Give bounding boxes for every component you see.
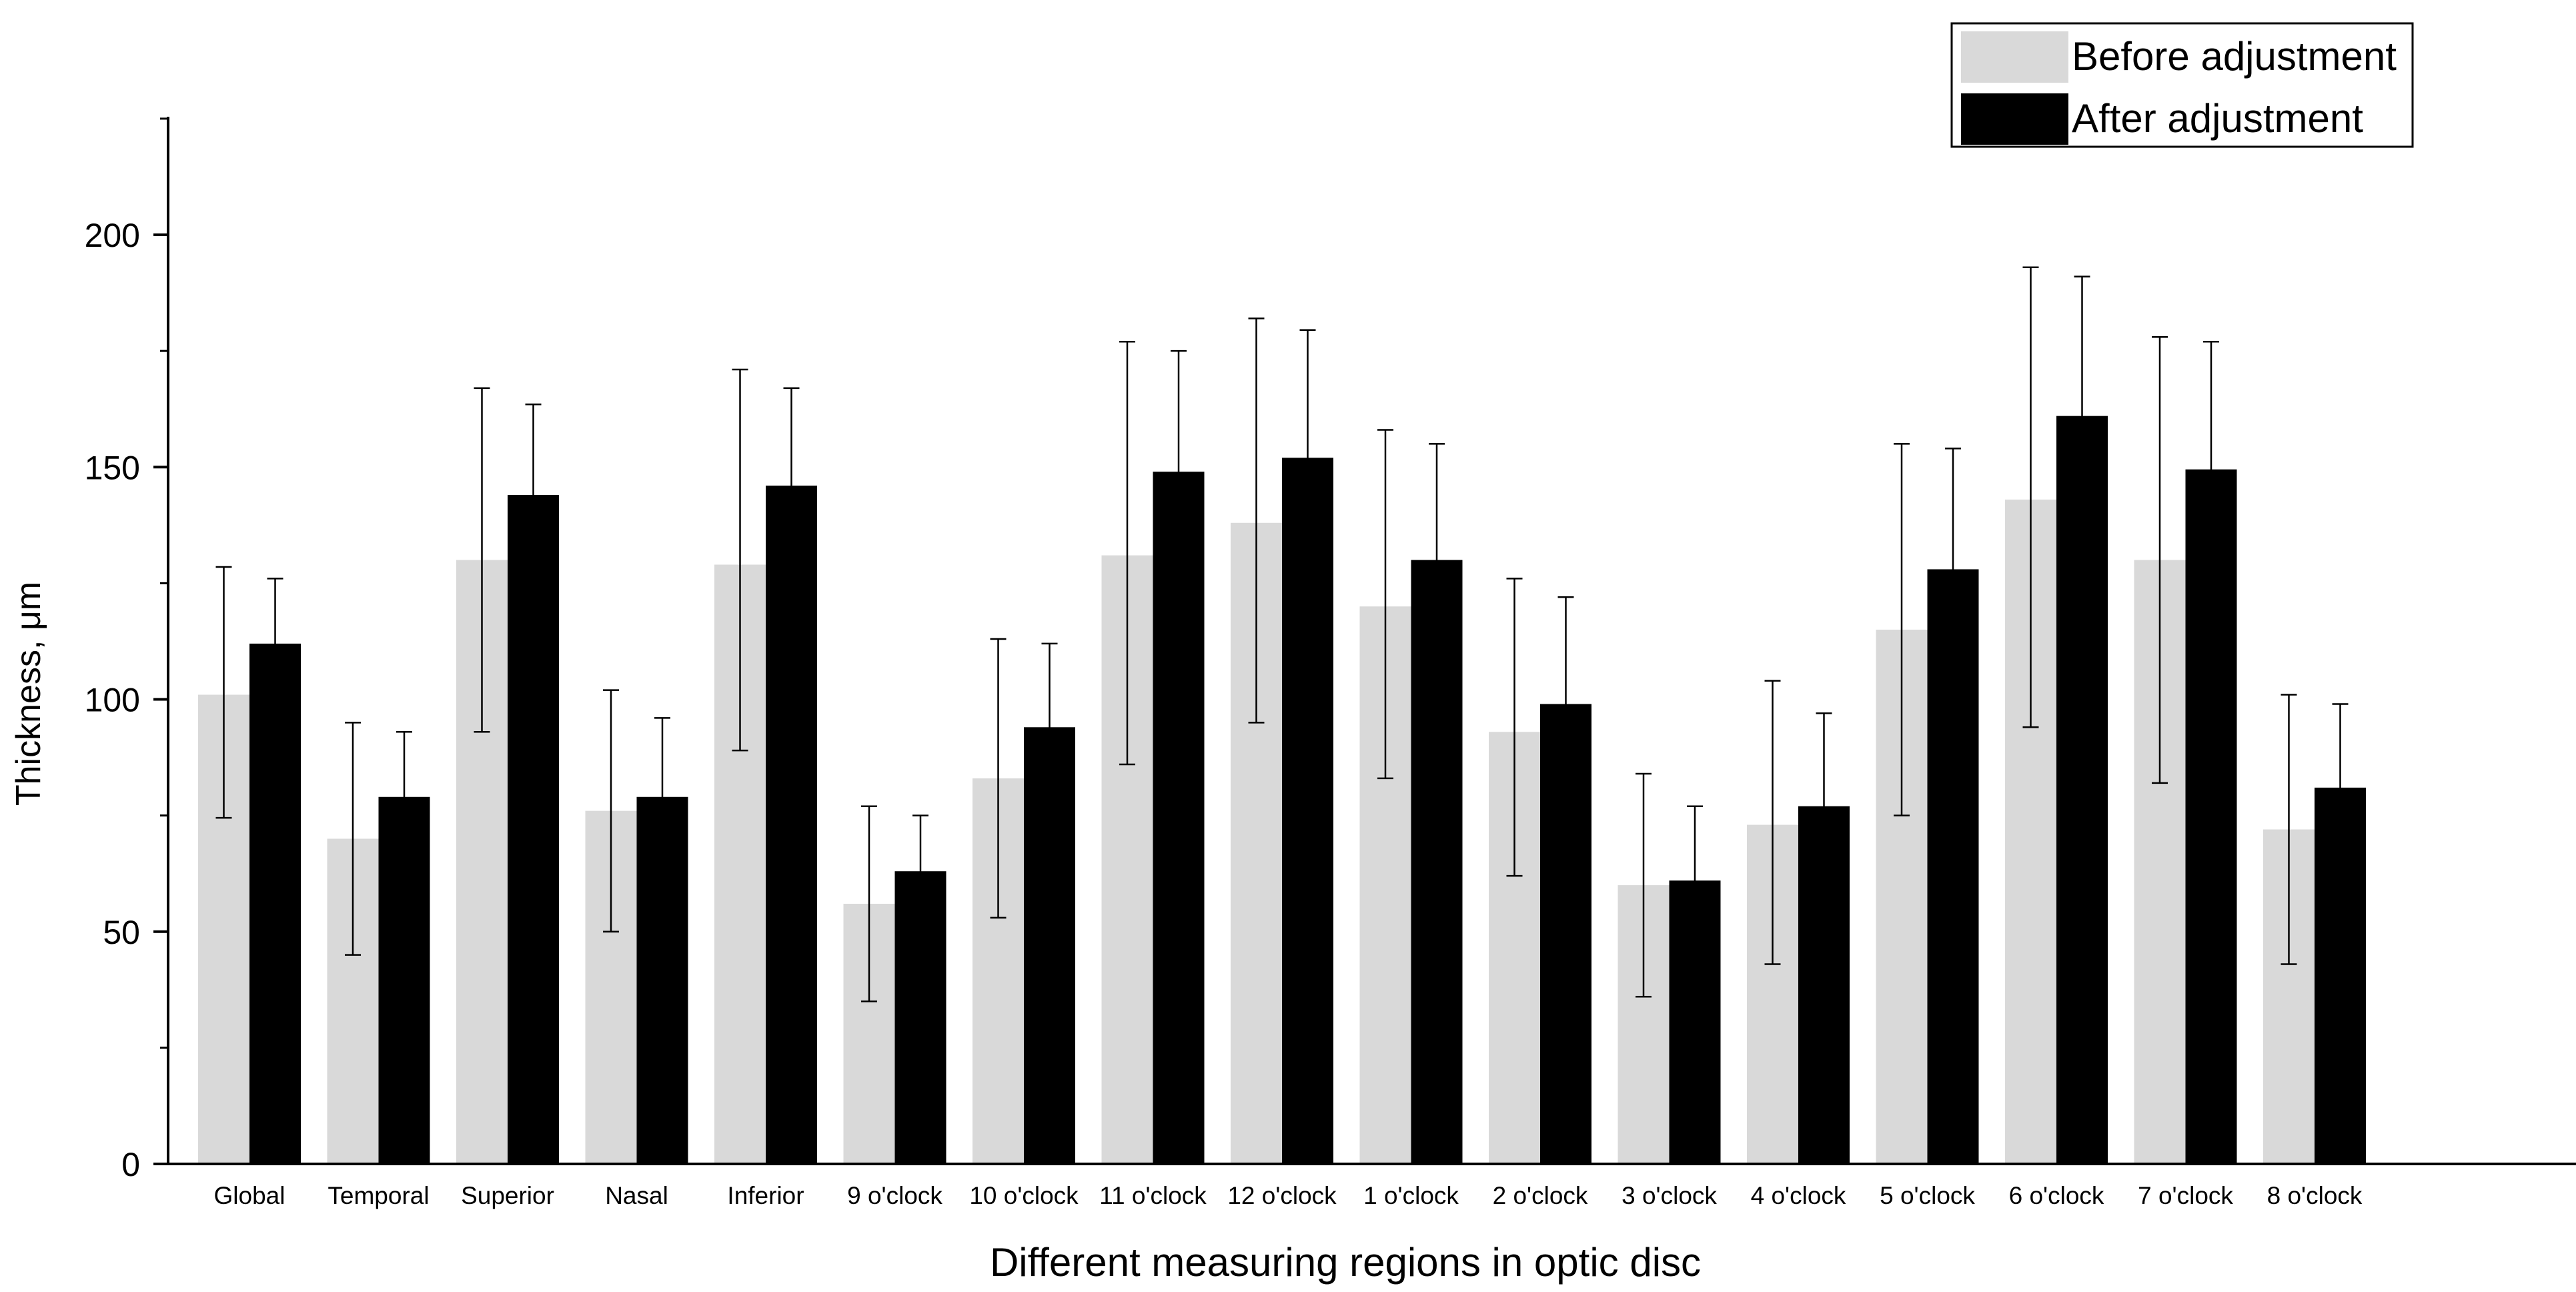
- error-bars-layer: [215, 266, 2349, 1003]
- x-tick-label: 3 o'clock: [1622, 1182, 1717, 1209]
- legend-swatch-after: [1961, 93, 2068, 145]
- bar-after: [508, 495, 559, 1164]
- x-tick-labels: Global Temporal Superior Nasal Inferior 9 o'c…: [214, 1182, 2363, 1209]
- legend-swatch-before: [1961, 31, 2068, 83]
- legend: Before adjustment After adjustment: [1950, 22, 2414, 148]
- x-tick-label: 5 o'clock: [1880, 1182, 1975, 1209]
- y-tick-label: 100: [85, 682, 140, 719]
- y-tick-label: 150: [85, 449, 140, 486]
- x-tick-label: 8 o'clock: [2267, 1182, 2363, 1209]
- x-axis-title: Different measuring regions in optic dis…: [990, 1240, 1701, 1285]
- x-tick-label: 6 o'clock: [2009, 1182, 2104, 1209]
- bars-layer: [198, 416, 2366, 1165]
- y-ticks: 0 50 100 150 200: [85, 117, 168, 1183]
- x-tick-label: Inferior: [727, 1182, 804, 1209]
- y-tick-label: 0: [121, 1146, 140, 1183]
- x-tick-label: Superior: [461, 1182, 554, 1209]
- bar-after: [766, 486, 817, 1164]
- legend-label-after: After adjustment: [2072, 96, 2363, 141]
- x-tick-label: Temporal: [328, 1182, 429, 1209]
- x-tick-label: 10 o'clock: [969, 1182, 1079, 1209]
- x-tick-label: 7 o'clock: [2138, 1182, 2233, 1209]
- x-tick-label: 12 o'clock: [1227, 1182, 1337, 1209]
- legend-label-before: Before adjustment: [2072, 34, 2397, 79]
- x-tick-label: 11 o'clock: [1099, 1182, 1207, 1209]
- x-tick-label: 4 o'clock: [1751, 1182, 1846, 1209]
- x-tick-label: Nasal: [605, 1182, 668, 1209]
- y-tick-label: 50: [103, 914, 140, 951]
- y-axis-title: Thickness, μm: [9, 582, 48, 806]
- plot-area: 0 50 100 150 200 Global Temporal Superior Nasal…: [85, 117, 2576, 1209]
- x-tick-label: 9 o'clock: [847, 1182, 942, 1209]
- x-tick-label: 2 o'clock: [1493, 1182, 1588, 1209]
- x-tick-label: Global: [214, 1182, 285, 1209]
- x-tick-label: 1 o'clock: [1363, 1182, 1459, 1209]
- bar-after: [249, 643, 301, 1164]
- y-tick-label: 200: [85, 217, 140, 254]
